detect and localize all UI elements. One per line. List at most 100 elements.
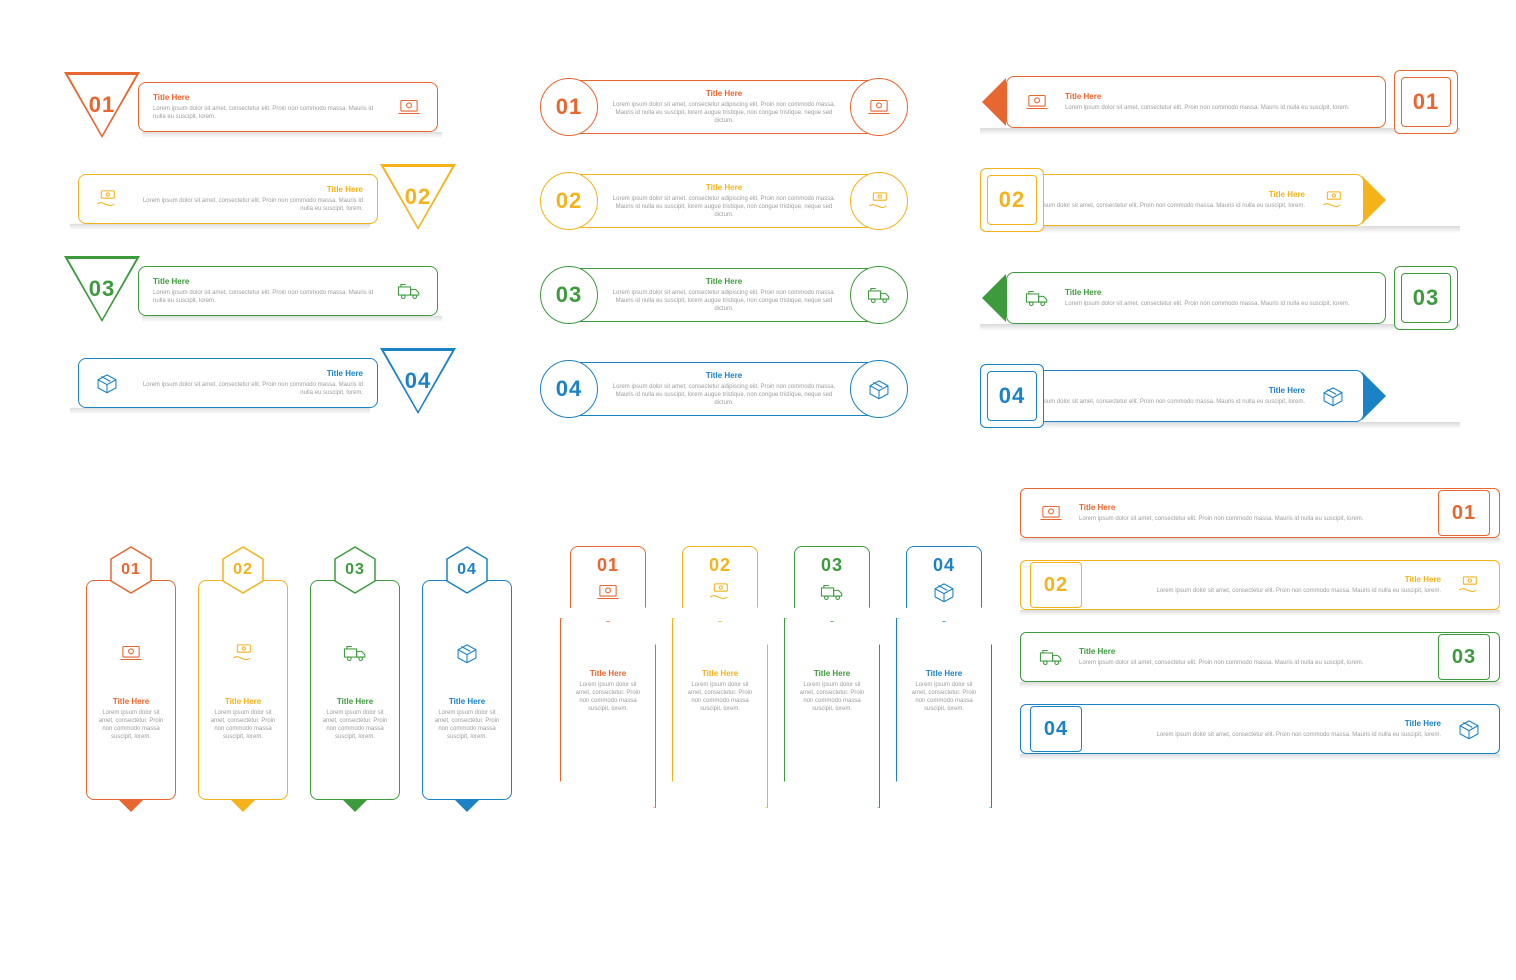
step-number: 02	[683, 555, 757, 576]
step-title: Title Here	[1065, 92, 1369, 101]
step-body: Lorem ipsum dolor sit amet, consectetur …	[153, 289, 383, 305]
step-row: Title Here Lorem ipsum dolor sit amet, c…	[544, 262, 904, 328]
step-title: Title Here	[907, 669, 981, 678]
step-body: Lorem ipsum dolor sit amet, consectetur …	[1097, 587, 1441, 595]
step-row: Title Here Lorem ipsum dolor sit amet, c…	[1020, 628, 1500, 686]
step-body: Lorem ipsum dolor sit amet, consectetur …	[611, 195, 837, 219]
step-number: 01	[571, 555, 645, 576]
step-title: Title Here	[1097, 719, 1441, 728]
step-number: 03	[334, 546, 376, 594]
hand-cash-icon	[706, 578, 734, 606]
step-body: Lorem ipsum dolor sit amet, consectetur …	[1079, 659, 1423, 667]
step-column: Title Here Lorem ipsum dolor sit amet, c…	[784, 546, 880, 816]
step-body: Lorem ipsum dolor sit amet, consectetur …	[1001, 398, 1305, 406]
step-column: Title Here Lorem ipsum dolor sit amet, c…	[86, 546, 176, 816]
step-number: 02	[556, 188, 582, 214]
hand-cash-icon	[93, 185, 121, 213]
step-number: 03	[64, 276, 140, 302]
step-title: Title Here	[95, 697, 167, 706]
step-number: 01	[1452, 502, 1476, 525]
step-body: Lorem ipsum dolor sit amet, consectetur …	[133, 381, 363, 397]
step-number: 03	[1452, 646, 1476, 669]
step-title: Title Here	[795, 669, 869, 678]
hand-cash-icon	[1455, 571, 1483, 599]
box-icon	[1455, 715, 1483, 743]
laptop-icon	[865, 93, 893, 121]
step-body: Lorem ipsum dolor sit amet, consectetur …	[133, 197, 363, 213]
step-title: Title Here	[571, 669, 645, 678]
step-title: Title Here	[153, 277, 383, 286]
step-row: Title Here Lorem ipsum dolor sit amet, c…	[1020, 484, 1500, 542]
step-number: 01	[110, 546, 152, 594]
step-title: Title Here	[683, 669, 757, 678]
step-body: Lorem ipsum dolor sit amet, consectetur …	[611, 289, 837, 313]
step-title: Title Here	[1001, 190, 1305, 199]
truck-icon	[1023, 284, 1051, 312]
box-icon	[930, 578, 958, 606]
hand-cash-icon	[229, 639, 257, 667]
hand-cash-icon	[1319, 186, 1347, 214]
truck-icon	[1037, 643, 1065, 671]
box-icon	[453, 639, 481, 667]
truck-icon	[395, 277, 423, 305]
step-body: Lorem ipsum dolor sit amet, consectetur …	[1079, 515, 1423, 523]
step-title: Title Here	[611, 277, 837, 286]
step-row: Title Here Lorem ipsum dolor sit amet, c…	[544, 356, 904, 422]
step-title: Title Here	[133, 369, 363, 378]
step-row: 03 Title Here Lorem ipsum dolor sit amet…	[70, 252, 450, 332]
step-body: Lorem ipsum dolor sit amet, consectetur.…	[907, 681, 981, 713]
truck-icon	[818, 578, 846, 606]
step-column: Title Here Lorem ipsum dolor sit amet, c…	[672, 546, 768, 816]
step-title: Title Here	[611, 183, 837, 192]
step-title: Title Here	[133, 185, 363, 194]
step-title: Title Here	[1079, 647, 1423, 656]
step-number: 03	[1413, 285, 1439, 311]
step-number: 02	[222, 546, 264, 594]
step-title: Title Here	[207, 697, 279, 706]
step-body: Lorem ipsum dolor sit amet, consectetur.…	[95, 709, 167, 741]
step-number: 04	[446, 546, 488, 594]
step-row: Title Here Lorem ipsum dolor sit amet, c…	[980, 360, 1460, 432]
step-number: 04	[380, 368, 456, 394]
step-row: 01 Title Here Lorem ipsum dolor sit amet…	[70, 68, 450, 148]
box-icon	[1319, 382, 1347, 410]
step-body: Lorem ipsum dolor sit amet, consectetur.…	[571, 681, 645, 713]
step-row: Title Here Lorem ipsum dolor sit amet, c…	[980, 262, 1460, 334]
step-number: 04	[1044, 718, 1068, 741]
laptop-icon	[117, 639, 145, 667]
hand-cash-icon	[865, 187, 893, 215]
step-number: 03	[556, 282, 582, 308]
laptop-icon	[594, 578, 622, 606]
step-title: Title Here	[1079, 503, 1423, 512]
step-row: 04 Title Here Lorem ipsum dolor sit amet…	[70, 344, 450, 424]
step-column: Title Here Lorem ipsum dolor sit amet, c…	[198, 546, 288, 816]
laptop-icon	[1037, 499, 1065, 527]
step-body: Lorem ipsum dolor sit amet, consectetur …	[1001, 202, 1305, 210]
step-number: 01	[1413, 89, 1439, 115]
step-body: Lorem ipsum dolor sit amet, consectetur …	[1065, 104, 1369, 112]
step-title: Title Here	[1001, 386, 1305, 395]
step-number: 02	[999, 187, 1025, 213]
step-row: Title Here Lorem ipsum dolor sit amet, c…	[544, 74, 904, 140]
step-number: 04	[907, 555, 981, 576]
truck-icon	[341, 639, 369, 667]
step-body: Lorem ipsum dolor sit amet, consectetur.…	[795, 681, 869, 713]
step-title: Title Here	[153, 93, 383, 102]
step-column: Title Here Lorem ipsum dolor sit amet, c…	[896, 546, 992, 816]
box-icon	[865, 375, 893, 403]
step-body: Lorem ipsum dolor sit amet, consectetur …	[1065, 300, 1369, 308]
step-column: Title Here Lorem ipsum dolor sit amet, c…	[310, 546, 400, 816]
step-number: 02	[1044, 574, 1068, 597]
step-body: Lorem ipsum dolor sit amet, consectetur …	[611, 101, 837, 125]
step-number: 03	[795, 555, 869, 576]
step-row: Title Here Lorem ipsum dolor sit amet, c…	[1020, 556, 1500, 614]
box-icon	[93, 369, 121, 397]
step-body: Lorem ipsum dolor sit amet, consectetur.…	[431, 709, 503, 741]
step-body: Lorem ipsum dolor sit amet, consectetur.…	[207, 709, 279, 741]
step-title: Title Here	[611, 89, 837, 98]
step-row: Title Here Lorem ipsum dolor sit amet, c…	[980, 164, 1460, 236]
step-number: 02	[380, 184, 456, 210]
step-number: 01	[64, 92, 140, 118]
laptop-icon	[1023, 88, 1051, 116]
step-title: Title Here	[1065, 288, 1369, 297]
